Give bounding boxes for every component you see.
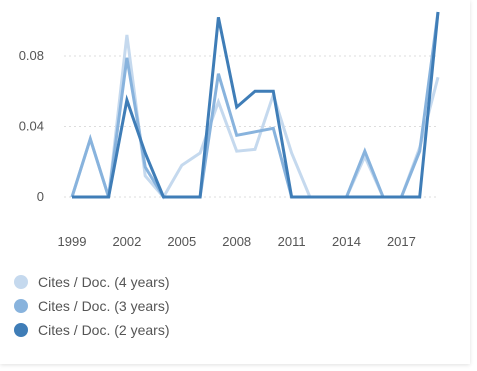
- x-tick-label: 2017: [387, 234, 416, 249]
- series-lines: [70, 11, 440, 200]
- y-axis-ticks: 0 0.04 0.08: [19, 48, 44, 204]
- legend-label-4-years: Cites / Doc. (4 years): [38, 274, 170, 290]
- legend-swatch-4-years: [14, 275, 28, 289]
- x-tick-label: 2008: [222, 234, 251, 249]
- legend-item-3-years[interactable]: Cites / Doc. (3 years): [14, 294, 169, 318]
- series-line-1[interactable]: [70, 11, 440, 199]
- legend: Cites / Doc. (4 years) Cites / Doc. (3 y…: [14, 270, 169, 342]
- series-line-2[interactable]: [72, 11, 440, 199]
- x-tick-label: 2014: [332, 234, 361, 249]
- y-tick-label: 0.08: [19, 48, 44, 63]
- x-tick-label: 1999: [58, 234, 87, 249]
- legend-item-4-years[interactable]: Cites / Doc. (4 years): [14, 270, 169, 294]
- gridlines: [64, 55, 438, 198]
- x-tick-label: 2002: [112, 234, 141, 249]
- legend-label-2-years: Cites / Doc. (2 years): [38, 322, 170, 338]
- y-tick-label: 0.04: [19, 119, 44, 134]
- legend-swatch-2-years: [14, 323, 28, 337]
- line-chart: 0 0.04 0.08 1999 2002 2005 2008 2011 2014 2017: [19, 11, 440, 249]
- x-tick-label: 2005: [167, 234, 196, 249]
- legend-label-3-years: Cites / Doc. (3 years): [38, 298, 170, 314]
- x-axis-ticks: 1999 2002 2005 2008 2011 2014 2017: [58, 234, 416, 249]
- legend-swatch-3-years: [14, 299, 28, 313]
- y-tick-label: 0: [37, 189, 44, 204]
- legend-item-2-years[interactable]: Cites / Doc. (2 years): [14, 318, 169, 342]
- chart-card: 0 0.04 0.08 1999 2002 2005 2008 2011 2014 2017 C…: [14, 11, 440, 342]
- x-tick-label: 2011: [278, 234, 306, 249]
